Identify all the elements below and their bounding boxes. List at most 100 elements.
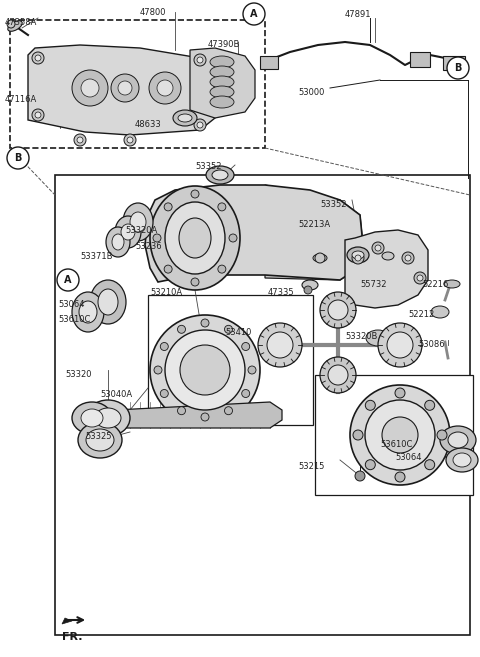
Text: 53320A: 53320A bbox=[125, 226, 157, 235]
Circle shape bbox=[267, 332, 293, 358]
Ellipse shape bbox=[313, 254, 327, 262]
Circle shape bbox=[180, 345, 230, 395]
Circle shape bbox=[81, 79, 99, 97]
Circle shape bbox=[111, 74, 139, 102]
Ellipse shape bbox=[165, 202, 225, 274]
Text: A: A bbox=[250, 9, 258, 19]
Ellipse shape bbox=[98, 289, 118, 315]
Text: A: A bbox=[64, 275, 72, 285]
Circle shape bbox=[425, 400, 435, 411]
Ellipse shape bbox=[444, 280, 460, 288]
Text: 53210A: 53210A bbox=[150, 288, 182, 297]
Circle shape bbox=[191, 278, 199, 286]
Text: 52216: 52216 bbox=[422, 280, 448, 289]
Circle shape bbox=[164, 203, 172, 211]
Circle shape bbox=[149, 72, 181, 104]
Ellipse shape bbox=[90, 280, 126, 324]
Ellipse shape bbox=[123, 203, 153, 241]
Polygon shape bbox=[190, 48, 255, 118]
Bar bbox=[55, 175, 470, 635]
Circle shape bbox=[74, 134, 86, 146]
Text: 53320B: 53320B bbox=[345, 332, 377, 341]
Circle shape bbox=[350, 385, 450, 485]
Ellipse shape bbox=[112, 234, 124, 250]
Circle shape bbox=[32, 109, 44, 121]
Circle shape bbox=[402, 252, 414, 264]
Circle shape bbox=[218, 265, 226, 273]
Ellipse shape bbox=[210, 56, 234, 68]
Circle shape bbox=[242, 390, 250, 397]
Text: 48633: 48633 bbox=[135, 120, 162, 129]
Circle shape bbox=[378, 323, 422, 367]
Circle shape bbox=[414, 272, 426, 284]
Ellipse shape bbox=[86, 400, 130, 436]
Polygon shape bbox=[108, 402, 282, 428]
Text: 53236: 53236 bbox=[135, 242, 162, 251]
Circle shape bbox=[191, 190, 199, 198]
Text: 47335: 47335 bbox=[268, 288, 295, 297]
Text: 53064: 53064 bbox=[58, 300, 84, 309]
Circle shape bbox=[218, 203, 226, 211]
Circle shape bbox=[387, 332, 413, 358]
Text: 52213A: 52213A bbox=[298, 220, 330, 229]
Bar bbox=[443, 56, 465, 70]
Polygon shape bbox=[28, 45, 220, 135]
Ellipse shape bbox=[453, 453, 471, 467]
Circle shape bbox=[160, 342, 168, 350]
Circle shape bbox=[328, 300, 348, 320]
Circle shape bbox=[124, 134, 136, 146]
Circle shape bbox=[304, 286, 312, 294]
Circle shape bbox=[352, 252, 364, 264]
Circle shape bbox=[201, 413, 209, 421]
Text: 53410: 53410 bbox=[225, 328, 252, 337]
Circle shape bbox=[201, 319, 209, 327]
Circle shape bbox=[248, 366, 256, 374]
Circle shape bbox=[77, 137, 83, 143]
Circle shape bbox=[35, 112, 41, 118]
Circle shape bbox=[225, 325, 232, 333]
Ellipse shape bbox=[150, 186, 240, 290]
Circle shape bbox=[217, 84, 223, 90]
Circle shape bbox=[365, 400, 435, 470]
Ellipse shape bbox=[210, 76, 234, 88]
Polygon shape bbox=[345, 230, 428, 308]
Ellipse shape bbox=[79, 301, 97, 323]
Circle shape bbox=[405, 255, 411, 261]
Ellipse shape bbox=[72, 402, 112, 434]
Ellipse shape bbox=[178, 114, 192, 122]
Circle shape bbox=[164, 265, 172, 273]
Bar bbox=[10, 20, 265, 148]
Ellipse shape bbox=[212, 170, 228, 180]
Ellipse shape bbox=[106, 227, 130, 257]
Circle shape bbox=[365, 460, 375, 470]
Ellipse shape bbox=[8, 21, 22, 32]
Circle shape bbox=[72, 70, 108, 106]
Circle shape bbox=[355, 471, 365, 481]
Circle shape bbox=[355, 255, 361, 261]
Circle shape bbox=[197, 122, 203, 128]
Circle shape bbox=[35, 55, 41, 61]
Circle shape bbox=[417, 275, 423, 281]
Ellipse shape bbox=[366, 330, 390, 346]
Text: 53610C: 53610C bbox=[380, 440, 412, 449]
Ellipse shape bbox=[81, 409, 103, 427]
Text: 53371B: 53371B bbox=[80, 252, 112, 261]
Text: 47800: 47800 bbox=[140, 8, 167, 17]
Circle shape bbox=[328, 365, 348, 385]
Ellipse shape bbox=[130, 212, 146, 232]
Circle shape bbox=[258, 323, 302, 367]
Circle shape bbox=[160, 390, 168, 397]
Bar bbox=[410, 52, 430, 67]
Circle shape bbox=[243, 3, 265, 25]
Circle shape bbox=[197, 57, 203, 63]
Circle shape bbox=[437, 430, 447, 440]
Circle shape bbox=[7, 20, 15, 28]
Text: 47891: 47891 bbox=[345, 10, 372, 19]
Circle shape bbox=[375, 245, 381, 251]
Ellipse shape bbox=[78, 422, 122, 458]
Circle shape bbox=[127, 137, 133, 143]
Circle shape bbox=[194, 119, 206, 131]
Ellipse shape bbox=[302, 280, 318, 290]
Ellipse shape bbox=[382, 252, 394, 260]
Circle shape bbox=[32, 52, 44, 64]
